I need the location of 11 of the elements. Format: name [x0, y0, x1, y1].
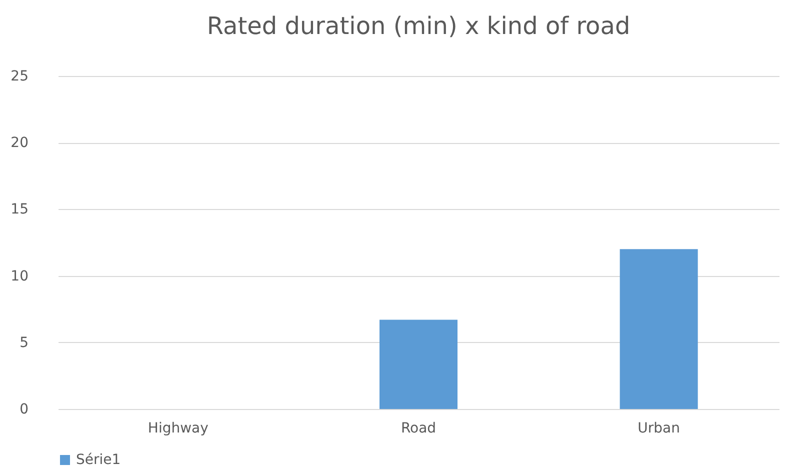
legend-label: Série1 — [76, 452, 121, 468]
y-tick-label: 20 — [10, 135, 28, 152]
x-tick-label: Urban — [638, 420, 680, 436]
chart-title: Rated duration (min) x kind of road — [206, 12, 630, 40]
y-tick-label: 10 — [10, 268, 28, 284]
y-tick-label: 15 — [10, 202, 28, 218]
x-tick-label: Road — [400, 420, 436, 436]
x-tick-label: Highway — [148, 420, 208, 436]
y-tick-label: 5 — [20, 334, 28, 351]
y-tick-label: 0 — [20, 402, 28, 418]
y-tick-label: 25 — [10, 68, 28, 84]
